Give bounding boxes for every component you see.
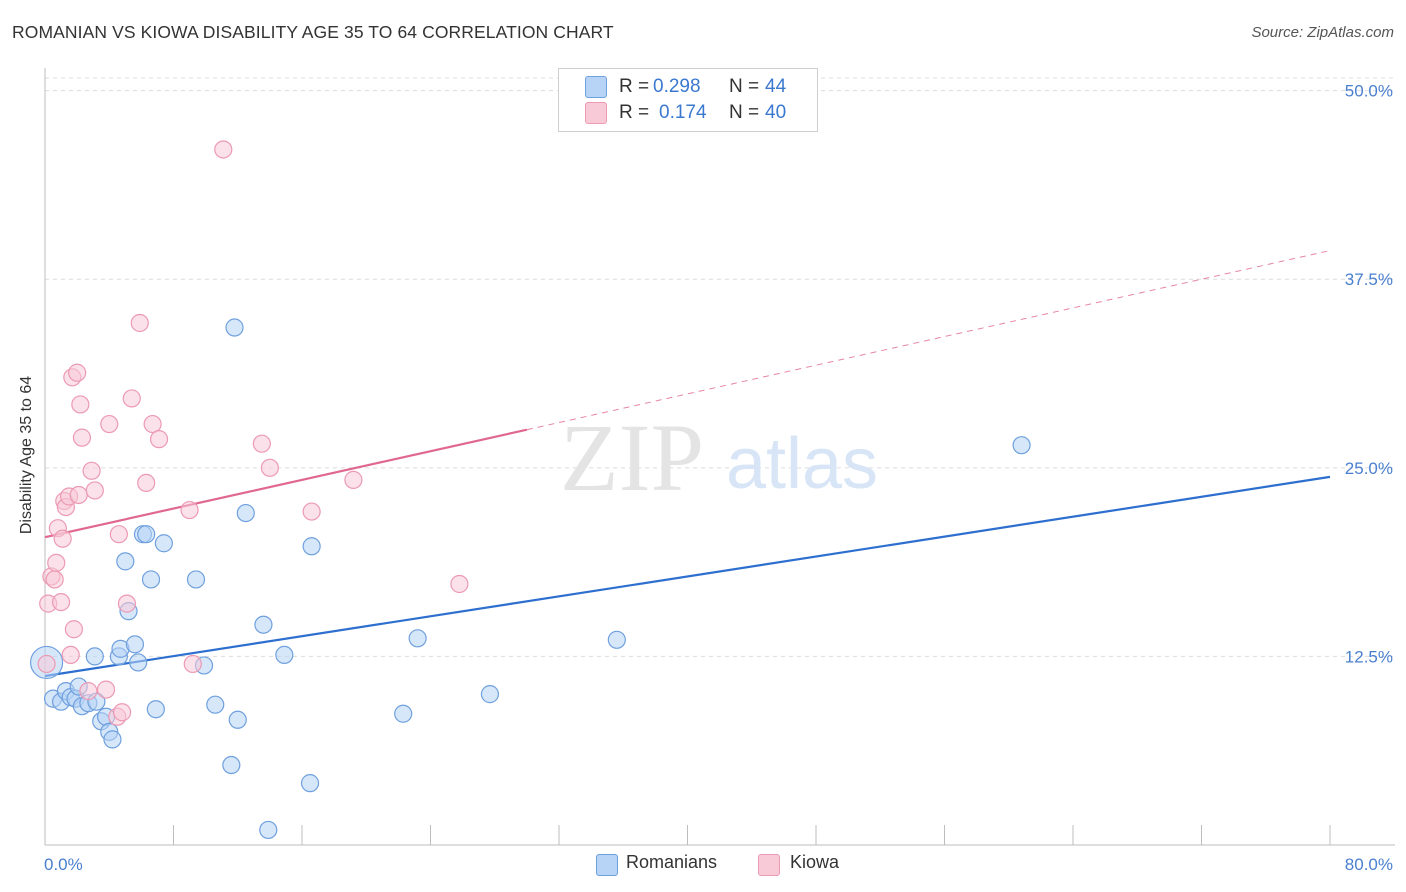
x-tick-label: 0.0% xyxy=(44,855,83,874)
x-tick-label: 80.0% xyxy=(1345,855,1393,874)
legend-swatch-pink xyxy=(585,102,607,124)
trend-line-kiowa xyxy=(44,428,528,539)
y-tick-label: 37.5% xyxy=(1345,270,1393,289)
romanians-point xyxy=(85,647,104,666)
romanians-point xyxy=(300,774,320,793)
kiowa-point xyxy=(214,140,233,159)
stats-legend: R = 0.298 N = 44 R = 0.174 N = 40 xyxy=(558,68,818,132)
watermark-atlas: atlas xyxy=(726,424,878,504)
bottom-legend-label: Romanians xyxy=(626,852,718,872)
axes xyxy=(44,68,1395,846)
kiowa-point xyxy=(85,481,104,500)
romanians-point xyxy=(480,685,500,704)
kiowa-point xyxy=(117,594,137,613)
legend-r-value: 0.174 xyxy=(659,102,707,123)
kiowa-point xyxy=(109,525,128,544)
kiowa-point xyxy=(96,680,116,699)
legend-r-value: 0.298 xyxy=(653,76,701,97)
romanians-point xyxy=(275,645,294,664)
chart-title: ROMANIAN VS KIOWA DISABILITY AGE 35 TO 6… xyxy=(12,22,614,42)
kiowa-point xyxy=(143,414,162,434)
romanians-point xyxy=(137,525,156,544)
romanians-point xyxy=(408,629,427,648)
legend-n-value: 40 xyxy=(765,102,787,123)
legend-swatch-blue xyxy=(585,76,607,98)
romanians-point xyxy=(146,700,165,719)
tick-labels: 12.5% 25.0% 37.5% 50.0% 0.0% 80.0% xyxy=(44,82,1393,874)
kiowa-point xyxy=(302,502,321,521)
kiowa-point xyxy=(68,363,87,382)
kiowa-point xyxy=(51,592,71,612)
kiowa-point xyxy=(450,574,469,594)
kiowa-point xyxy=(137,473,156,493)
kiowa-point xyxy=(130,313,149,333)
trend-line-kiowa-dashed xyxy=(526,250,1331,431)
gridlines xyxy=(45,77,1395,657)
kiowa-point xyxy=(47,553,66,572)
legend-n-value: 44 xyxy=(765,76,787,97)
kiowa-point xyxy=(37,654,56,674)
y-tick-label: 25.0% xyxy=(1345,459,1393,478)
legend-r-label: R = xyxy=(619,102,650,123)
kiowa-point xyxy=(180,500,199,520)
romanians-point xyxy=(129,653,148,672)
romanians-point xyxy=(125,635,145,654)
romanians-point xyxy=(1012,436,1031,455)
bottom-legend-label: Kiowa xyxy=(790,852,840,872)
romanians-point xyxy=(236,503,255,523)
kiowa-point xyxy=(100,414,119,434)
kiowa-point xyxy=(71,395,90,414)
kiowa-point xyxy=(344,470,363,489)
kiowa-point xyxy=(149,430,169,449)
bottom-legend-swatch-blue xyxy=(596,854,618,876)
romanians-point xyxy=(103,730,122,749)
y-tick-label: 50.0% xyxy=(1345,82,1393,101)
romanians-point xyxy=(225,318,244,337)
romanians-point xyxy=(254,615,273,634)
romanians-point xyxy=(154,534,173,553)
kiowa-point xyxy=(183,654,202,674)
data-points xyxy=(30,140,1031,840)
romanians-point xyxy=(222,755,241,775)
kiowa-point xyxy=(112,703,132,722)
romanians-point xyxy=(206,695,225,714)
legend-n-label: N = xyxy=(729,102,760,123)
romanians-point xyxy=(302,537,321,556)
kiowa-point xyxy=(45,570,64,589)
romanians-point xyxy=(394,704,413,723)
kiowa-point xyxy=(69,485,88,505)
romanians-point xyxy=(186,570,206,589)
kiowa-point xyxy=(61,645,80,664)
kiowa-point xyxy=(64,620,84,639)
watermark-zip: ZIP xyxy=(560,404,704,511)
kiowa-point xyxy=(82,461,101,480)
romanians-point xyxy=(228,710,247,729)
legend-n-label: N = xyxy=(729,76,760,97)
kiowa-point xyxy=(122,389,141,408)
kiowa-point xyxy=(72,428,92,447)
romanians-point xyxy=(116,552,135,571)
kiowa-point xyxy=(260,458,279,477)
y-tick-label: 12.5% xyxy=(1345,647,1393,666)
bottom-legend-swatch-pink xyxy=(758,854,780,876)
romanians-point xyxy=(607,630,626,649)
kiowa-point xyxy=(53,529,72,548)
kiowa-point xyxy=(252,434,271,453)
trend-lines xyxy=(44,250,1331,678)
romanians-point xyxy=(141,570,161,589)
source-label: Source: ZipAtlas.com xyxy=(1251,24,1394,41)
romanians-point xyxy=(259,820,278,840)
legend-r-label: R = xyxy=(619,76,650,97)
kiowa-point xyxy=(79,682,98,701)
trend-line-romanians xyxy=(44,475,1331,678)
